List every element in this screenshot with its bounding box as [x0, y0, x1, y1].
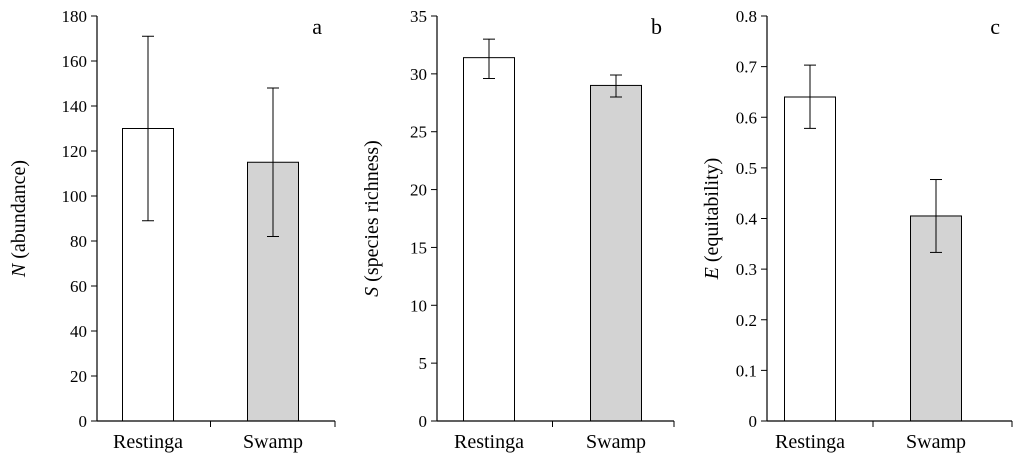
error-bar-restinga: [804, 64, 816, 129]
y-tick-label: 0.6: [736, 108, 757, 127]
x-category-label: Swamp: [243, 431, 303, 453]
y-tick-label: 0: [749, 412, 758, 431]
y-tick-label: 100: [62, 187, 88, 206]
y-tick-label: 5: [419, 354, 428, 373]
x-category-label: Swamp: [586, 431, 646, 453]
panel-c: 0 0.1 0.2 0.3 0.4 0.5 0.6 0.7 0.8 Restinga Swamp c E…: [701, 7, 1013, 453]
y-tick-label: 0: [419, 412, 428, 431]
bar-restinga: [463, 57, 515, 422]
y-tick-label: 35: [410, 7, 427, 26]
y-tick-label: 0.1: [736, 361, 757, 380]
y-tick-label: 60: [70, 277, 87, 296]
panel-a: 0 20 40 60 80 100 120 140 160 180 Restinga Swamp a N …: [8, 7, 336, 453]
y-tick-label: 0.8: [736, 7, 757, 26]
y-tick-label: 0.3: [736, 260, 757, 279]
panel-letter: b: [651, 14, 662, 39]
error-bar-swamp: [930, 179, 942, 253]
x-category-label: Restinga: [113, 431, 183, 453]
y-tick-label: 0: [79, 412, 88, 431]
x-category-label: Restinga: [775, 431, 845, 453]
y-tick-label: 140: [62, 97, 88, 116]
error-bar-restinga: [483, 38, 495, 79]
error-bar-restinga: [142, 35, 154, 222]
x-category-label: Restinga: [454, 431, 524, 453]
x-category-label: Swamp: [906, 431, 966, 453]
y-tick-label: 25: [410, 123, 427, 142]
y-tick-label: 10: [410, 296, 427, 315]
y-tick-label: 80: [70, 232, 87, 251]
bar-restinga: [784, 96, 836, 422]
y-tick-label: 20: [70, 367, 87, 386]
y-tick-label: 0.5: [736, 159, 757, 178]
y-tick-label: 160: [62, 52, 88, 71]
panel-letter: c: [990, 14, 1000, 39]
error-bar-swamp: [610, 74, 622, 98]
y-tick-label: 120: [62, 142, 88, 161]
error-bar-swamp: [267, 87, 279, 237]
y-tick-label: 15: [410, 238, 427, 257]
panel-letter: a: [312, 14, 322, 39]
y-tick-label: 30: [410, 65, 427, 84]
y-tick-label: 0.7: [736, 58, 758, 77]
bar-swamp: [590, 84, 642, 422]
y-axis-title: S (species richness): [361, 140, 383, 297]
y-tick-label: 0.2: [736, 311, 757, 330]
y-tick-label: 40: [70, 322, 87, 341]
panel-b: 0 5 10 15 20 25 30 35 Restinga Swamp b S (species r…: [361, 7, 675, 453]
y-axis-title: E (equitability): [701, 158, 723, 281]
y-axis-title: N (abundance): [8, 160, 30, 278]
y-tick-label: 0.4: [736, 210, 758, 229]
y-tick-label: 20: [410, 181, 427, 200]
y-tick-label: 180: [62, 7, 88, 26]
